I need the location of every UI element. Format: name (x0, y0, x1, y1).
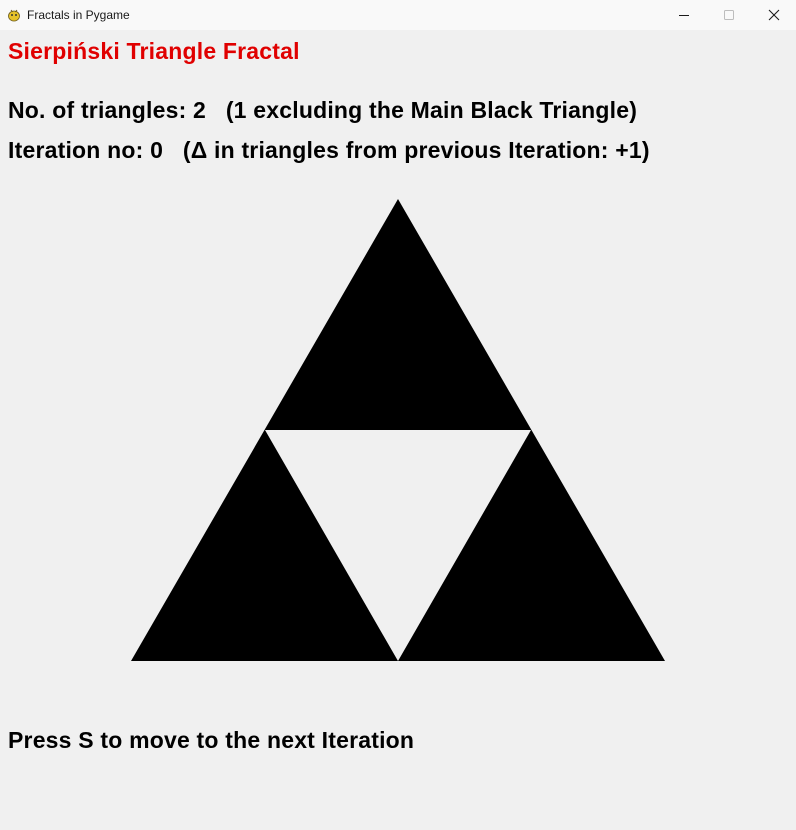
close-button[interactable] (752, 0, 796, 30)
triangle-count-text: No. of triangles: 2 (1 excluding the Mai… (8, 97, 638, 123)
pygame-snake-icon (8, 9, 20, 22)
pygame-canvas[interactable]: Sierpiński Triangle Fractal No. of trian… (0, 30, 796, 830)
title-bar[interactable]: Fractals in Pygame (0, 0, 796, 30)
fractal-heading: Sierpiński Triangle Fractal (8, 38, 300, 64)
minimize-button[interactable] (662, 0, 706, 30)
close-icon (768, 9, 780, 21)
iteration-text: Iteration no: 0 (Δ in triangles from pre… (8, 137, 650, 163)
minimize-icon (679, 15, 689, 16)
sierpinski-triangle (131, 199, 665, 661)
maximize-button[interactable] (707, 0, 751, 30)
maximize-icon (724, 10, 734, 20)
window-title: Fractals in Pygame (27, 8, 130, 22)
next-iteration-instruction: Press S to move to the next Iteration (8, 727, 415, 753)
removed-center-triangle (265, 430, 531, 661)
